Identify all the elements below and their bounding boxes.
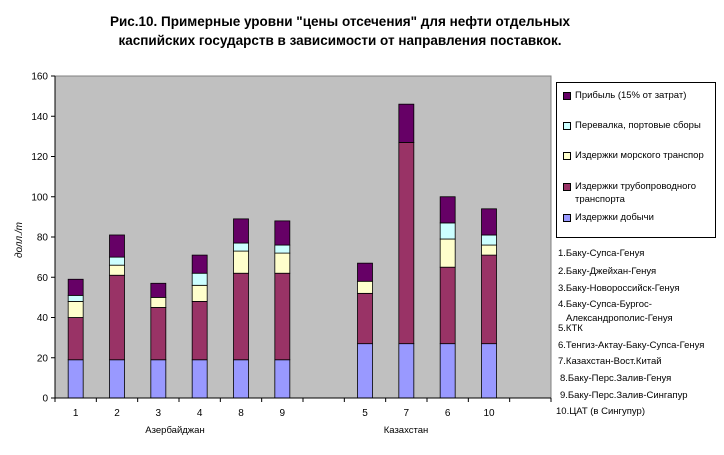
bar-segment-10-s1 — [481, 254, 497, 345]
route-item-3: 3.Баку-Новороссийск-Генуя — [558, 283, 680, 294]
bar-segment-6-s2 — [439, 238, 456, 268]
bar-segment-10-s0 — [481, 343, 497, 399]
x-tick-label-8: 8 — [238, 408, 244, 419]
route-item-9: 9.Баку-Перс.Залив-Сингапур — [560, 390, 688, 401]
y-tick-label-60: 60 — [37, 273, 49, 284]
bar-segment-9-s1 — [274, 272, 291, 361]
bar-segment-10-s2 — [481, 244, 497, 256]
bar-segment-1-s4 — [67, 278, 84, 296]
bar-segment-3-s0 — [150, 359, 167, 399]
bar-segment-9-s0 — [274, 359, 291, 399]
x-tick-label-3: 3 — [156, 408, 162, 419]
bar-segment-3-s1 — [150, 307, 167, 361]
chart-title-line-1: Рис.10. Примерные уровни "цены отсечения… — [109, 14, 571, 29]
legend-label-sea: Издержки морского транспор — [575, 150, 704, 161]
bar-segment-5-s4 — [357, 262, 373, 282]
chart-title-line-2: каспийских государств в зависимости от н… — [118, 33, 562, 48]
legend-swatch-profit — [563, 92, 571, 100]
bar-segment-6-s1 — [439, 266, 456, 345]
bar-segment-8-s3 — [233, 242, 249, 252]
legend-swatch-pipeline — [563, 183, 571, 191]
x-tick-label-9: 9 — [280, 408, 286, 419]
y-tick-label-160: 160 — [31, 72, 48, 83]
legend-swatch-transshipment — [563, 122, 571, 130]
route-item-4: 4.Баку-Супса-Бургос- — [558, 299, 652, 310]
legend-swatch-production — [563, 214, 571, 222]
bar-segment-6-s0 — [439, 343, 456, 399]
route-item-8: 8.Баку-Перс.Залив-Генуя — [560, 373, 672, 384]
plot-area — [54, 75, 552, 399]
bar-segment-2-s0 — [109, 359, 125, 399]
legend-label-transshipment: Перевалка, портовые сборы — [575, 120, 701, 131]
bar-segment-3-s4 — [150, 282, 167, 298]
bars-layer — [67, 103, 497, 399]
bar-segment-5-s2 — [357, 280, 373, 294]
bar-segment-4-s2 — [191, 284, 208, 302]
bar-segment-9-s3 — [274, 244, 291, 254]
route-item-5: 5.КТК — [558, 323, 583, 334]
bar-segment-6-s3 — [439, 222, 456, 240]
bar-segment-10-s3 — [481, 234, 497, 246]
bar-segment-1-s0 — [67, 359, 84, 399]
y-tick-label-20: 20 — [37, 353, 49, 364]
legend-label-profit: Прибыль (15% от затрат) — [575, 90, 687, 101]
bar-segment-1-s2 — [67, 300, 84, 318]
bar-segment-9-s2 — [274, 252, 291, 274]
bar-segment-7-s0 — [398, 343, 415, 399]
y-tick-label-0: 0 — [42, 394, 48, 405]
route-item-2: 2.Баку-Джейхан-Генуя — [558, 266, 657, 277]
x-tick-label-10: 10 — [483, 408, 495, 419]
group-label-1: Казахстан — [384, 425, 429, 436]
bar-segment-4-s1 — [191, 300, 208, 361]
legend: Прибыль (15% от затрат) Перевалка, порто… — [556, 82, 716, 238]
y-tick-label-100: 100 — [31, 192, 48, 203]
bar-segment-2-s2 — [109, 264, 125, 276]
bar-segment-5-s1 — [357, 292, 373, 345]
x-tick-label-5: 5 — [362, 408, 368, 419]
chart-title: Рис.10. Примерные уровни "цены отсечения… — [60, 12, 620, 50]
bar-segment-2-s3 — [109, 256, 125, 266]
x-tick-label-2: 2 — [114, 408, 120, 419]
y-axis-label: долл./т — [14, 222, 25, 258]
bar-segment-8-s0 — [233, 359, 249, 399]
y-tick-label-40: 40 — [37, 313, 49, 324]
x-tick-label-4: 4 — [197, 408, 203, 419]
bar-segment-6-s4 — [439, 196, 456, 224]
x-tick-label-7: 7 — [404, 408, 410, 419]
bar-segment-4-s0 — [191, 359, 208, 399]
bar-segment-2-s1 — [109, 274, 125, 361]
axes-layer: 0 20 40 60 80 100 120 140 160 1 2 3 4 8 9 5 7 6 10 Азербайд… — [31, 72, 552, 436]
bar-segment-1-s1 — [67, 317, 84, 361]
route-item-10: 10.ЦАТ (в Сингупур) — [556, 406, 645, 417]
legend-swatch-sea — [563, 152, 571, 160]
bar-segment-4-s3 — [191, 272, 208, 286]
bar-segment-9-s4 — [274, 220, 291, 246]
bar-segment-8-s2 — [233, 250, 249, 274]
bar-segment-8-s1 — [233, 272, 249, 361]
bar-segment-10-s4 — [481, 208, 497, 236]
bar-segment-2-s4 — [109, 234, 125, 258]
bar-segment-5-s0 — [357, 343, 373, 399]
bar-segment-3-s2 — [150, 296, 167, 308]
bar-segment-4-s4 — [191, 254, 208, 274]
bar-segment-7-s1 — [398, 142, 415, 345]
x-tick-label-6: 6 — [445, 408, 451, 419]
y-tick-label-80: 80 — [37, 233, 49, 244]
legend-label-production: Издержки добычи — [575, 212, 654, 223]
group-label-0: Азербайджан — [145, 425, 204, 436]
y-tick-label-120: 120 — [31, 152, 48, 163]
legend-label-pipeline-2: транспорта — [575, 194, 625, 205]
bar-segment-7-s4 — [398, 103, 415, 143]
route-item-1: 1.Баку-Супса-Генуя — [558, 248, 645, 259]
bar-segment-1-s3 — [67, 294, 84, 302]
bar-segment-8-s4 — [233, 218, 249, 244]
y-tick-label-140: 140 — [31, 112, 48, 123]
route-item-6: 6.Тенгиз-Актау-Баку-Супса-Генуя — [558, 340, 705, 351]
x-tick-label-1: 1 — [73, 408, 79, 419]
route-item-4-cont: Александрополис-Генуя — [566, 313, 673, 324]
legend-label-pipeline-1: Издержки трубопроводного — [575, 181, 696, 192]
route-item-7: 7.Казахстан-Вост.Китай — [558, 356, 662, 367]
